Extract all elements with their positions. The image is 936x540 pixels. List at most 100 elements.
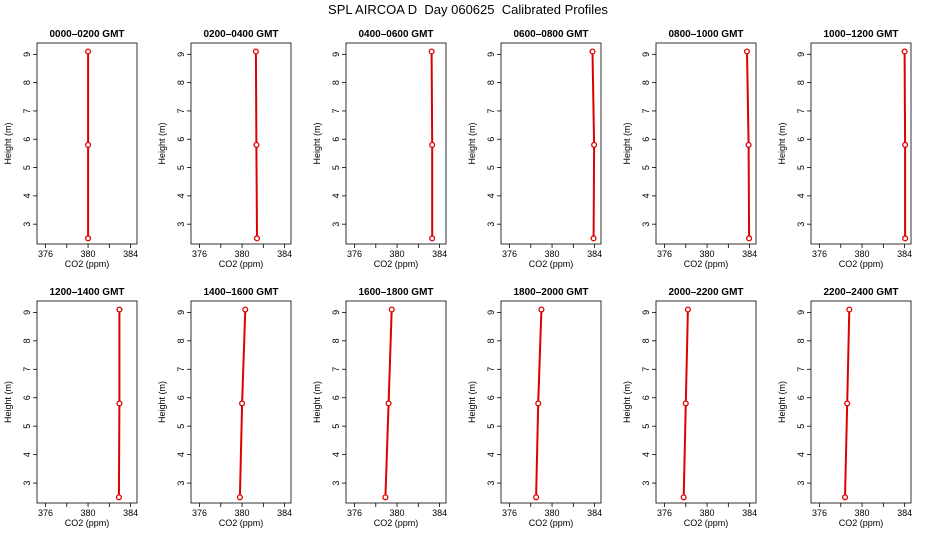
data-point — [429, 235, 436, 242]
y-tick-label: 4 — [22, 193, 32, 198]
y-tick-label: 4 — [176, 452, 186, 457]
y-tick-label: 5 — [331, 165, 341, 170]
y-tick-label: 9 — [22, 52, 32, 57]
plot-frame — [345, 300, 447, 504]
y-tick-label: 6 — [486, 395, 496, 400]
chart-panel-10: 1800–2000 GMT 376 380 384 3 4 5 6 7 8 9 CO2 (ppm) He… — [467, 287, 602, 528]
y-tick-label: 7 — [176, 367, 186, 372]
x-tick-label: 380 — [390, 508, 405, 518]
figure-title: SPL AIRCOA D Day 060625 Calibrated Profi… — [328, 2, 608, 17]
y-tick-label: 4 — [22, 452, 32, 457]
y-tick-label: 5 — [796, 165, 806, 170]
chart-panel-6: 1000–1200 GMT 376 380 384 3 4 5 6 7 8 9 CO2 (ppm) He… — [777, 29, 912, 269]
y-axis-label: Height (m) — [312, 381, 322, 423]
y-tick-label: 6 — [22, 137, 32, 142]
x-tick-label: 380 — [390, 249, 405, 259]
x-tick-label: 384 — [123, 508, 138, 518]
plot-frame — [655, 300, 757, 504]
y-tick-label: 5 — [486, 165, 496, 170]
y-tick-label: 8 — [486, 80, 496, 85]
data-point — [253, 235, 261, 242]
y-tick-label: 7 — [176, 108, 186, 113]
chart-panel-2: 0200–0400 GMT 376 380 384 3 4 5 6 7 8 9 CO2 (ppm) He… — [157, 29, 292, 269]
x-axis-label: CO2 (ppm) — [65, 518, 110, 528]
y-tick-label: 4 — [176, 193, 186, 198]
y-tick-label: 5 — [641, 424, 651, 429]
y-tick-label: 6 — [641, 137, 651, 142]
panel-title: 0000–0200 GMT — [49, 29, 124, 40]
y-axis-label: Height (m) — [467, 381, 477, 423]
y-tick-label: 9 — [331, 310, 341, 315]
data-point — [239, 400, 246, 407]
x-tick-label: 384 — [277, 249, 292, 259]
data-point — [236, 494, 243, 501]
x-tick-label: 384 — [277, 508, 292, 518]
data-point — [846, 306, 853, 313]
y-tick-label: 5 — [331, 424, 341, 429]
data-point — [382, 494, 389, 501]
x-tick-label: 376 — [812, 249, 827, 259]
chart-panel-11: 2000–2200 GMT 376 380 384 3 4 5 6 7 8 9 CO2 (ppm) He… — [622, 287, 757, 528]
x-axis-label: CO2 (ppm) — [684, 518, 729, 528]
plot-frame — [500, 300, 602, 504]
x-tick-label: 384 — [123, 249, 138, 259]
panel-title: 1600–1800 GMT — [358, 287, 433, 298]
y-axis-label: Height (m) — [312, 122, 322, 164]
x-tick-label: 376 — [812, 508, 827, 518]
x-tick-label: 380 — [545, 249, 560, 259]
y-tick-label: 6 — [486, 137, 496, 142]
x-tick-label: 384 — [432, 249, 447, 259]
data-point — [590, 235, 597, 242]
y-tick-label: 8 — [22, 80, 32, 85]
x-tick-label: 380 — [81, 249, 96, 259]
x-tick-label: 384 — [742, 249, 757, 259]
y-tick-label: 8 — [796, 80, 806, 85]
y-tick-label: 7 — [641, 108, 651, 113]
y-tick-label: 8 — [176, 80, 186, 85]
data-point — [844, 400, 851, 407]
x-axis-label: CO2 (ppm) — [374, 259, 419, 269]
data-point — [116, 400, 123, 407]
x-tick-label: 380 — [235, 508, 250, 518]
x-tick-label: 384 — [587, 249, 602, 259]
x-axis-label: CO2 (ppm) — [529, 259, 574, 269]
data-point — [252, 48, 259, 55]
y-tick-label: 4 — [796, 452, 806, 457]
y-tick-label: 3 — [176, 222, 186, 227]
x-tick-label: 376 — [192, 249, 207, 259]
y-tick-label: 3 — [641, 222, 651, 227]
x-tick-label: 376 — [192, 508, 207, 518]
data-point — [253, 141, 260, 148]
y-tick-label: 3 — [22, 222, 32, 227]
x-tick-label: 376 — [38, 249, 53, 259]
y-tick-label: 6 — [22, 395, 32, 400]
y-axis-label: Height (m) — [3, 122, 13, 164]
panel-title: 1400–1600 GMT — [203, 287, 278, 298]
y-axis-label: Height (m) — [622, 122, 632, 164]
y-tick-label: 9 — [22, 310, 32, 315]
plot-frame — [36, 42, 138, 245]
y-tick-label: 4 — [331, 452, 341, 457]
y-tick-label: 5 — [176, 165, 186, 170]
x-tick-label: 376 — [347, 249, 362, 259]
x-tick-label: 376 — [502, 508, 517, 518]
y-tick-label: 7 — [22, 108, 32, 113]
x-tick-label: 384 — [897, 508, 912, 518]
panel-title: 1000–1200 GMT — [823, 29, 898, 40]
x-axis-label: CO2 (ppm) — [684, 259, 729, 269]
y-tick-label: 9 — [486, 52, 496, 57]
chart-panel-7: 1200–1400 GMT 376 380 384 3 4 5 6 7 8 9 CO2 (ppm) He… — [3, 287, 138, 528]
plot-frame — [500, 42, 602, 245]
data-point — [242, 306, 249, 313]
y-tick-label: 9 — [331, 52, 341, 57]
y-tick-label: 6 — [641, 395, 651, 400]
data-point — [743, 48, 751, 55]
y-tick-label: 3 — [176, 481, 186, 486]
x-tick-label: 380 — [855, 508, 870, 518]
y-tick-label: 3 — [486, 481, 496, 486]
chart-panel-8: 1400–1600 GMT 376 380 384 3 4 5 6 7 8 9 CO2 (ppm) He… — [157, 287, 292, 528]
data-point — [902, 141, 909, 148]
y-tick-label: 8 — [796, 338, 806, 343]
y-tick-label: 7 — [641, 367, 651, 372]
y-tick-label: 7 — [796, 108, 806, 113]
